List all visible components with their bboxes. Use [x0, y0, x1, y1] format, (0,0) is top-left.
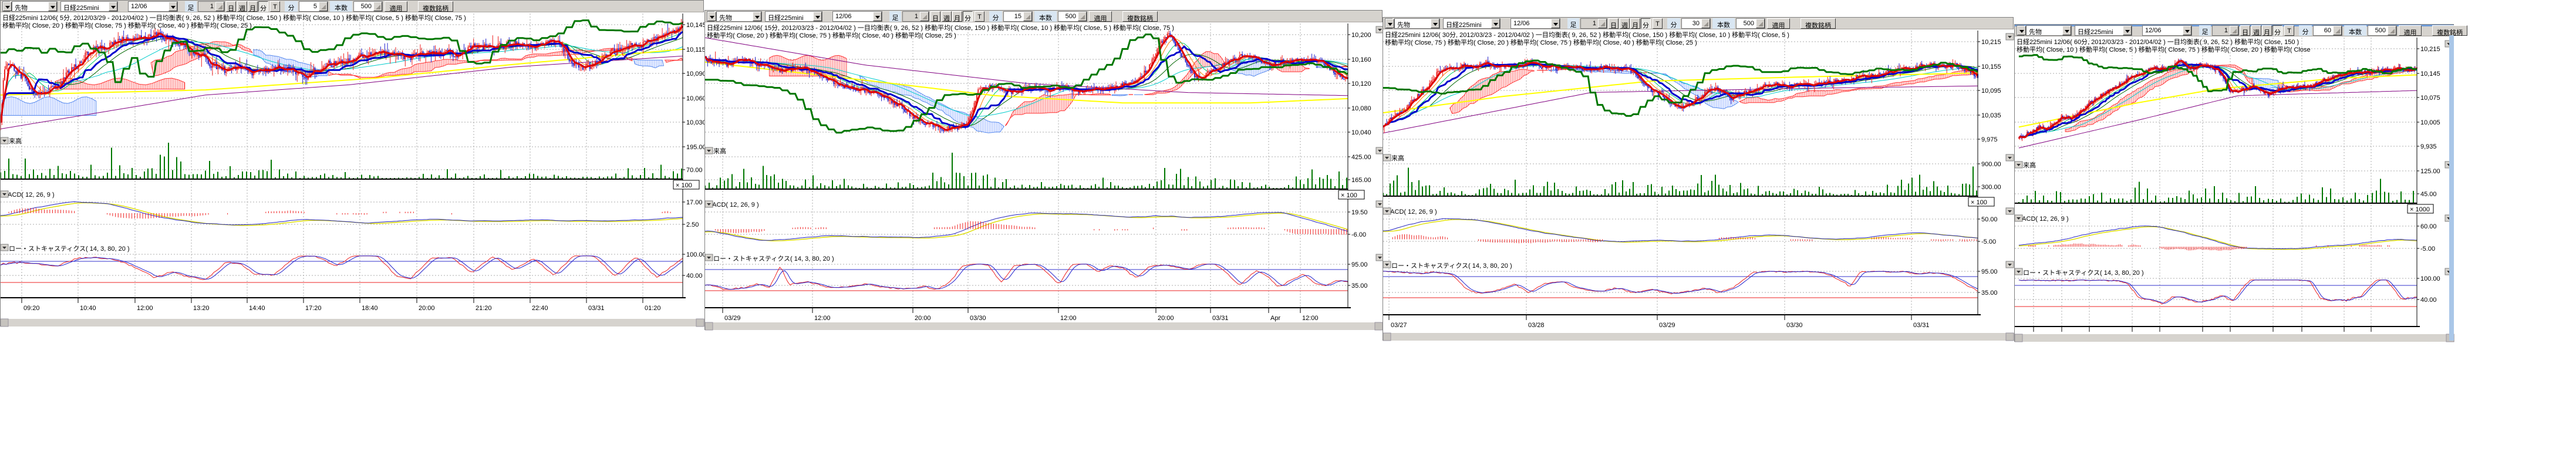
svg-text:10,060: 10,060	[686, 95, 704, 102]
svg-text:MACD( 12, 26, 9 ): MACD( 12, 26, 9 )	[2017, 216, 2069, 223]
svg-text:10,005: 10,005	[2420, 119, 2440, 126]
svg-text:195.00: 195.00	[686, 144, 704, 151]
svg-text:10,080: 10,080	[1351, 105, 1371, 112]
svg-text:12:00: 12:00	[814, 315, 831, 322]
svg-text:10,160: 10,160	[1351, 56, 1371, 63]
svg-text:日経225mini 12/06( 5分, 2012/03/2: 日経225mini 12/06( 5分, 2012/03/29 - 2012/0…	[2, 14, 466, 22]
svg-text:03/29: 03/29	[724, 315, 741, 322]
svg-text:10,145: 10,145	[686, 22, 704, 29]
svg-text:03/31: 03/31	[1212, 315, 1229, 322]
svg-text:10,215: 10,215	[1981, 39, 2001, 46]
svg-text:20:00: 20:00	[1158, 315, 1174, 322]
svg-text:01:20: 01:20	[645, 305, 661, 312]
svg-text:17.00: 17.00	[686, 199, 703, 206]
svg-text:-5.00: -5.00	[1981, 238, 1996, 245]
svg-text:10,090: 10,090	[686, 70, 704, 78]
svg-text:スロー・ストキャスティクス( 14, 3, 80, 20 ): スロー・ストキャスティクス( 14, 3, 80, 20 )	[1385, 262, 1512, 270]
svg-text:スロー・ストキャスティクス( 14, 3, 80, 20 ): スロー・ストキャスティクス( 14, 3, 80, 20 )	[707, 255, 834, 262]
svg-text:MACD( 12, 26, 9 ): MACD( 12, 26, 9 )	[1385, 208, 1437, 216]
svg-text:95.00: 95.00	[1351, 261, 1368, 268]
svg-text:2.50: 2.50	[686, 221, 699, 228]
svg-text:300.00: 300.00	[1981, 184, 2001, 191]
svg-text:19.50: 19.50	[1351, 209, 1368, 216]
svg-text:165.00: 165.00	[1351, 177, 1371, 184]
svg-text:10,115: 10,115	[686, 46, 704, 53]
svg-text:10,200: 10,200	[1351, 32, 1371, 39]
svg-text:95.00: 95.00	[1981, 268, 1998, 275]
svg-text:移動平均( Close, 75 ) 移動平均( Close: 移動平均( Close, 75 ) 移動平均( Close, 20 ) 移動平均…	[1385, 38, 1697, 46]
svg-text:× 100: × 100	[1971, 199, 1987, 206]
svg-text:スロー・ストキャスティクス( 14, 3, 80, 20 ): スロー・ストキャスティクス( 14, 3, 80, 20 )	[2, 245, 130, 253]
svg-text:18:40: 18:40	[362, 305, 378, 312]
svg-text:35.00: 35.00	[1981, 290, 1998, 297]
svg-text:100.00: 100.00	[686, 251, 704, 258]
svg-text:12:00: 12:00	[137, 305, 153, 312]
svg-text:125.00: 125.00	[2420, 168, 2440, 175]
svg-text:20:00: 20:00	[419, 305, 435, 312]
svg-text:100.00: 100.00	[2420, 275, 2440, 282]
svg-text:10,155: 10,155	[1981, 63, 2001, 70]
svg-text:× 100: × 100	[1341, 192, 1357, 199]
svg-text:09:20: 09:20	[23, 305, 40, 312]
svg-text:日経225mini 12/06( 15分, 2012/03/: 日経225mini 12/06( 15分, 2012/03/23 - 2012/…	[707, 23, 1174, 32]
svg-text:03/30: 03/30	[970, 315, 986, 322]
svg-text:日経225mini 12/06( 60分, 2012/03/: 日経225mini 12/06( 60分, 2012/03/23 - 2012/…	[2017, 38, 2299, 46]
svg-text:9,935: 9,935	[2420, 143, 2437, 150]
svg-text:10,030: 10,030	[686, 119, 704, 126]
svg-text:移動平均( Close, 10 ) 移動平均( Close: 移動平均( Close, 10 ) 移動平均( Close, 5 ) 移動平均(…	[2017, 45, 2311, 53]
svg-text:12:00: 12:00	[1302, 315, 1319, 322]
svg-text:10,120: 10,120	[1351, 80, 1371, 87]
svg-text:425.00: 425.00	[1351, 154, 1371, 161]
svg-text:03/29: 03/29	[1659, 322, 1675, 329]
svg-text:移動平均( Close, 20 ) 移動平均( Close: 移動平均( Close, 20 ) 移動平均( Close, 75 ) 移動平均…	[2, 21, 252, 29]
svg-text:35.00: 35.00	[1351, 282, 1368, 290]
svg-text:22:40: 22:40	[532, 305, 548, 312]
svg-text:移動平均( Close, 20 ) 移動平均( Close: 移動平均( Close, 20 ) 移動平均( Close, 75 ) 移動平均…	[707, 31, 956, 39]
svg-text:60.00: 60.00	[2420, 223, 2437, 230]
svg-text:45.00: 45.00	[2420, 191, 2437, 198]
svg-text:10,215: 10,215	[2420, 46, 2440, 53]
svg-text:12:00: 12:00	[1060, 315, 1077, 322]
svg-text:20:00: 20:00	[915, 315, 931, 322]
svg-text:MACD( 12, 26, 9 ): MACD( 12, 26, 9 )	[2, 191, 55, 198]
svg-text:50.00: 50.00	[1981, 216, 1998, 223]
svg-text:スロー・ストキャスティクス( 14, 3, 80, 20 ): スロー・ストキャスティクス( 14, 3, 80, 20 )	[2017, 269, 2144, 277]
svg-text:03/30: 03/30	[1786, 322, 1803, 329]
svg-text:40.00: 40.00	[686, 272, 703, 280]
svg-text:03/28: 03/28	[1528, 322, 1545, 329]
svg-text:900.00: 900.00	[1981, 161, 2001, 168]
svg-text:40.00: 40.00	[2420, 297, 2437, 304]
svg-text:10,040: 10,040	[1351, 129, 1371, 136]
svg-text:× 1000: × 1000	[2410, 206, 2430, 213]
svg-text:10,075: 10,075	[2420, 95, 2440, 102]
svg-text:10,035: 10,035	[1981, 112, 2001, 119]
svg-text:13:20: 13:20	[193, 305, 210, 312]
svg-text:MACD( 12, 26, 9 ): MACD( 12, 26, 9 )	[707, 201, 759, 208]
svg-text:-6.00: -6.00	[1351, 231, 1366, 238]
svg-text:10,095: 10,095	[1981, 87, 2001, 95]
svg-text:70.00: 70.00	[686, 167, 703, 174]
svg-text:21:20: 21:20	[476, 305, 492, 312]
svg-text:03/31: 03/31	[588, 305, 605, 312]
svg-text:9,975: 9,975	[1981, 136, 1998, 143]
svg-text:10,145: 10,145	[2420, 70, 2440, 78]
svg-text:14:40: 14:40	[249, 305, 265, 312]
svg-text:× 100: × 100	[676, 182, 692, 189]
svg-text:日経225mini 12/06( 30分, 2012/03/: 日経225mini 12/06( 30分, 2012/03/23 - 2012/…	[1385, 31, 1789, 39]
svg-text:03/31: 03/31	[1913, 322, 1930, 329]
svg-text:03/27: 03/27	[1391, 322, 1407, 329]
svg-text:10:40: 10:40	[80, 305, 96, 312]
svg-text:-5.00: -5.00	[2420, 245, 2435, 253]
svg-text:Apr: Apr	[1270, 315, 1280, 322]
svg-text:17:20: 17:20	[305, 305, 322, 312]
